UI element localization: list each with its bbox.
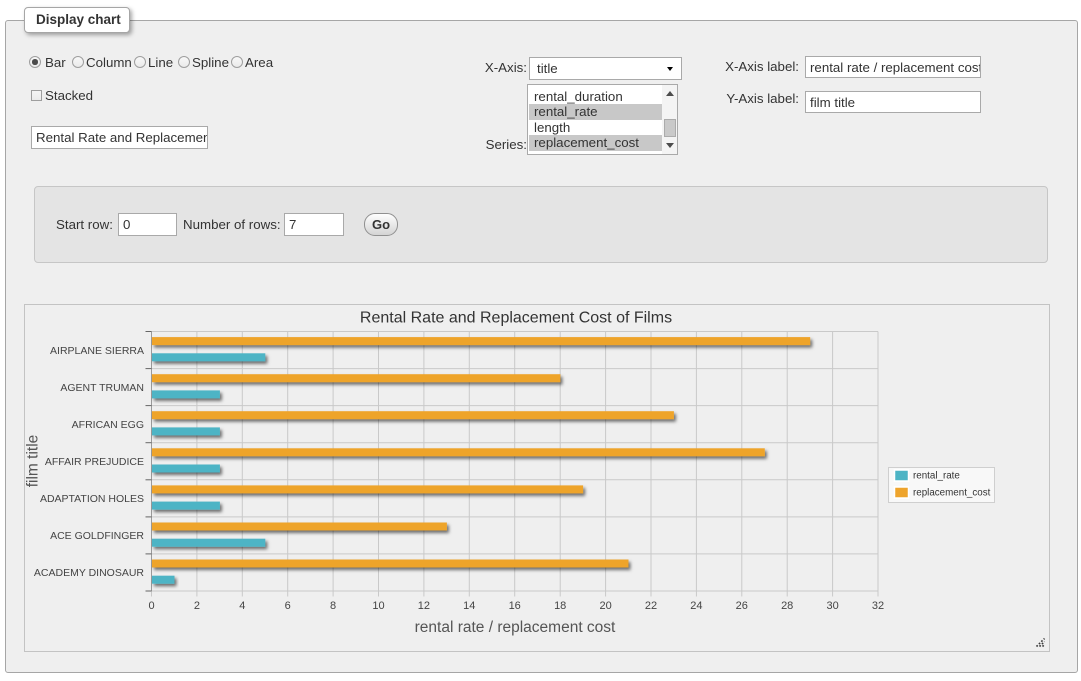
svg-text:Rental Rate and Replacement Co: Rental Rate and Replacement Cost of Film… [360,310,672,327]
svg-text:28: 28 [781,600,793,612]
svg-text:2: 2 [194,600,200,612]
svg-text:24: 24 [690,600,702,612]
svg-text:ACADEMY DINOSAUR: ACADEMY DINOSAUR [34,567,144,579]
svg-text:rental_rate: rental_rate [913,471,960,482]
svg-text:6: 6 [285,600,291,612]
svg-text:14: 14 [463,600,475,612]
svg-text:22: 22 [645,600,657,612]
svg-text:8: 8 [330,600,336,612]
svg-text:AGENT TRUMAN: AGENT TRUMAN [60,382,144,394]
svg-text:10: 10 [372,600,384,612]
svg-text:20: 20 [599,600,611,612]
svg-text:ACE GOLDFINGER: ACE GOLDFINGER [50,530,144,542]
svg-text:0: 0 [148,600,154,612]
svg-text:AFRICAN EGG: AFRICAN EGG [72,419,144,431]
svg-text:18: 18 [554,600,566,612]
svg-text:32: 32 [872,600,884,612]
svg-text:AIRPLANE SIERRA: AIRPLANE SIERRA [50,345,144,357]
svg-text:film title: film title [25,435,42,488]
svg-text:16: 16 [509,600,521,612]
svg-text:replacement_cost: replacement_cost [913,488,991,499]
svg-text:26: 26 [736,600,748,612]
svg-text:rental rate / replacement cost: rental rate / replacement cost [415,619,616,636]
svg-text:4: 4 [239,600,245,612]
svg-text:12: 12 [418,600,430,612]
svg-text:AFFAIR PREJUDICE: AFFAIR PREJUDICE [45,456,144,468]
svg-text:30: 30 [826,600,838,612]
svg-text:ADAPTATION HOLES: ADAPTATION HOLES [40,493,144,505]
